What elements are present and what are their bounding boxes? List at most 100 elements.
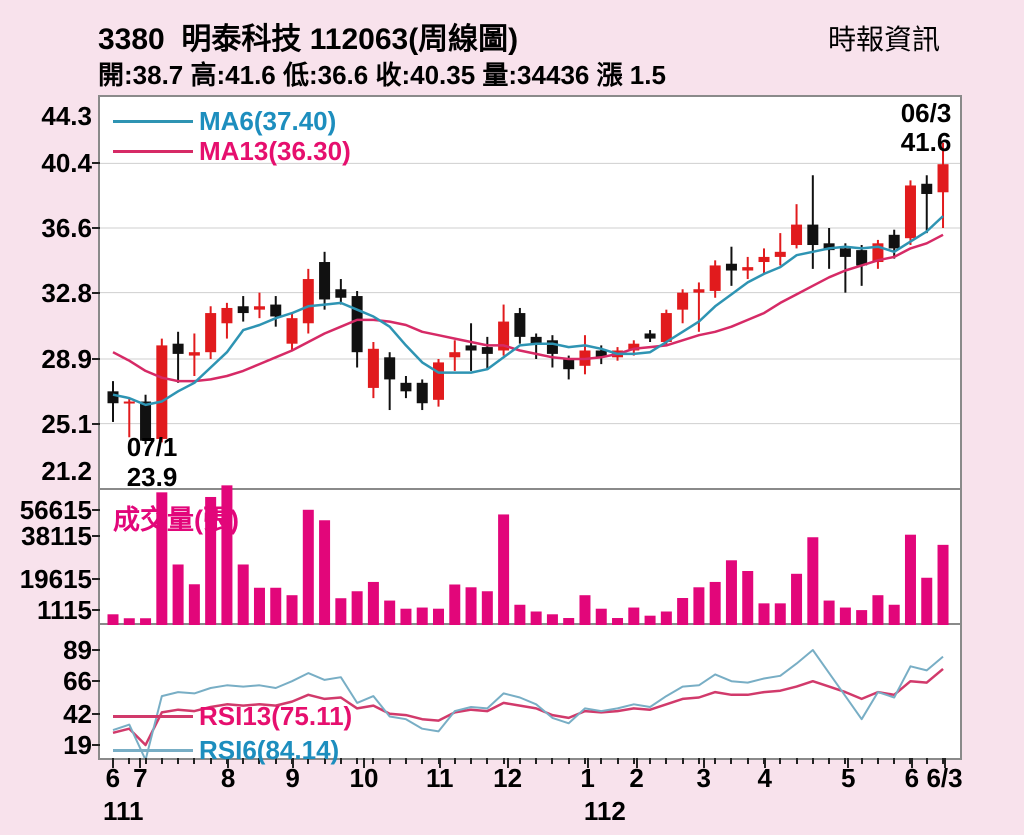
candle-body (286, 318, 298, 344)
panel-divider (100, 623, 960, 625)
volume-bar (856, 610, 868, 625)
candle-body (888, 234, 900, 249)
volume-bar (921, 577, 933, 625)
week-tick (388, 758, 391, 764)
volume-tick-label: 38115 (21, 521, 92, 552)
volume-bar (725, 560, 737, 625)
month-tick (506, 758, 509, 768)
week-tick (177, 758, 180, 764)
volume-bar (563, 618, 575, 625)
rsi-tick (92, 649, 100, 651)
ma6-line-swatch (113, 120, 193, 123)
week-tick (144, 758, 147, 764)
volume-bar (677, 598, 689, 625)
candle-body (498, 321, 510, 351)
candle-body (709, 265, 721, 291)
source-label: 時報資訊 (828, 24, 941, 55)
volume-tick-label: 56615 (19, 495, 92, 525)
volume-bar (367, 581, 379, 625)
volume-bar (709, 581, 721, 625)
price-tick (92, 422, 100, 425)
volume-tick (92, 578, 100, 581)
candle-body (205, 313, 217, 353)
week-tick (811, 758, 814, 764)
month-tick (586, 758, 589, 768)
volume-bar (612, 618, 624, 625)
volume-bar (302, 509, 314, 625)
rsi-tick-label: 42 (63, 698, 92, 729)
volume-bar (335, 598, 347, 625)
month-label: 1 (580, 763, 595, 793)
candle-body (774, 251, 786, 257)
ma13-line-swatch (113, 150, 193, 153)
month-label: 10 (349, 763, 379, 793)
month-tick (943, 758, 946, 768)
rsi13-legend-label: RSI13(75.11) (199, 701, 353, 731)
month-label: 11 (425, 763, 454, 793)
volume-bar (351, 591, 363, 625)
volume-bar (644, 615, 656, 625)
volume-bar (595, 608, 607, 625)
volume-bar (384, 600, 396, 625)
volume-bar (660, 611, 672, 625)
candle-body (628, 343, 640, 351)
week-tick (649, 758, 652, 764)
volume-bar (839, 607, 851, 625)
week-tick (583, 758, 586, 764)
candle-body (481, 347, 493, 354)
candle-body (140, 401, 152, 441)
week-tick (307, 758, 310, 764)
price-tick (92, 162, 100, 165)
volume-bar (156, 492, 168, 625)
week-tick (567, 758, 570, 764)
month-label: 6/3 (926, 763, 963, 793)
candle-body (660, 313, 672, 342)
volume-bar (693, 587, 705, 625)
candle-body (514, 313, 526, 337)
price-tick-label: 32.8 (41, 277, 92, 308)
week-tick (323, 758, 326, 764)
volume-bar (628, 607, 640, 625)
candle-body (188, 352, 200, 356)
week-tick (421, 758, 424, 764)
rsi-tick (92, 680, 100, 683)
rsi-tick-label: 66 (63, 666, 92, 697)
volume-bar (904, 534, 916, 625)
panel-divider (100, 488, 960, 490)
volume-bar (888, 604, 900, 625)
volume-bar (937, 544, 949, 625)
volume-bar (872, 595, 884, 625)
candle-body (856, 250, 868, 266)
price-tick-label: 44.3 (41, 101, 92, 131)
week-tick (339, 758, 342, 764)
month-tick (291, 758, 294, 768)
rsi-panel (112, 649, 944, 758)
week-tick (942, 758, 945, 764)
candle-body (319, 262, 331, 300)
week-tick (828, 758, 831, 764)
volume-bar (172, 564, 184, 625)
high-value-annotation: 41.6 (900, 127, 952, 157)
volume-bar (140, 618, 152, 625)
volume-bar (286, 595, 298, 625)
month-label: 7 (133, 763, 148, 793)
volume-bar (433, 608, 444, 625)
month-tick (438, 758, 441, 768)
week-tick (681, 758, 684, 764)
volume-bar (319, 520, 331, 625)
low-value-annotation: 23.9 (126, 462, 178, 492)
week-tick (242, 758, 245, 764)
low-date-annotation: 07/1 (126, 432, 178, 462)
volume-tick-label: 1115 (37, 595, 92, 625)
rsi6-line (112, 649, 944, 758)
high-date-annotation: 06/3 (900, 98, 952, 128)
week-tick (600, 758, 603, 764)
candle-body (351, 296, 363, 353)
candle-body (107, 391, 119, 404)
ma6-legend: MA6(37.40) (113, 106, 336, 137)
candle-body (644, 333, 656, 339)
volume-bar (449, 584, 461, 625)
week-tick (225, 758, 228, 764)
week-tick (665, 758, 668, 764)
